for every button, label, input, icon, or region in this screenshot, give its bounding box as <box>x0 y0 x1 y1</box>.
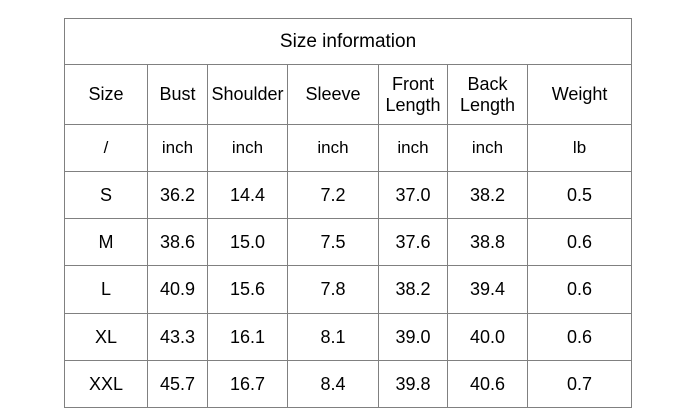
cell-shoulder: 15.6 <box>207 265 288 314</box>
cell-front-length: 37.6 <box>378 218 448 266</box>
table-title-row: Size information <box>63 18 633 65</box>
cell-back-length: 39.4 <box>447 265 528 314</box>
cell-weight: 0.6 <box>526 313 633 361</box>
cell-bust: 38.6 <box>147 218 208 266</box>
header-cell-size: Size <box>64 64 148 125</box>
cell-front-length: 39.8 <box>378 360 448 408</box>
cell-front-length: 38.2 <box>378 265 448 314</box>
cell-sleeve: 7.5 <box>287 218 379 266</box>
table-header-row: Size Bust Shoulder Sleeve Front Length B… <box>64 64 633 125</box>
table-row: XL 43.3 16.1 8.1 39.0 40.0 0.6 <box>64 313 633 361</box>
cell-size: L <box>64 265 148 314</box>
cell-size: S <box>64 171 148 219</box>
cell-back-length: 40.6 <box>447 360 528 408</box>
units-cell-size: / <box>64 124 148 172</box>
units-cell-shoulder: inch <box>207 124 288 172</box>
header-back-length-line1: Back <box>467 74 508 95</box>
cell-size: M <box>64 218 148 266</box>
cell-weight: 0.6 <box>526 265 633 314</box>
cell-front-length: 37.0 <box>378 171 448 219</box>
cell-size: XXL <box>64 360 148 408</box>
table-row: XXL 45.7 16.7 8.4 39.8 40.6 0.7 <box>64 360 633 408</box>
cell-sleeve: 7.2 <box>287 171 379 219</box>
cell-back-length: 40.0 <box>447 313 528 361</box>
units-cell-weight: lb <box>526 124 633 172</box>
size-information-table: Size information Size Bust Shoulder Slee… <box>63 18 633 408</box>
header-back-length-line2: Length <box>459 94 516 115</box>
cell-sleeve: 8.1 <box>287 313 379 361</box>
cell-bust: 45.7 <box>147 360 208 408</box>
cell-weight: 0.5 <box>526 171 633 219</box>
units-cell-sleeve: inch <box>287 124 379 172</box>
header-front-length-line2: Length <box>385 94 441 115</box>
cell-back-length: 38.8 <box>447 218 528 266</box>
cell-weight: 0.6 <box>526 218 633 266</box>
table-units-row: / inch inch inch inch inch lb <box>64 124 633 172</box>
header-front-length-line1: Front <box>391 74 434 95</box>
table-row: M 38.6 15.0 7.5 37.6 38.8 0.6 <box>64 218 633 266</box>
cell-weight: 0.7 <box>526 360 633 408</box>
units-cell-back-length: inch <box>447 124 528 172</box>
cell-sleeve: 7.8 <box>287 265 379 314</box>
header-cell-shoulder: Shoulder <box>207 64 288 125</box>
units-cell-bust: inch <box>147 124 208 172</box>
cell-bust: 43.3 <box>147 313 208 361</box>
header-cell-sleeve: Sleeve <box>287 64 379 125</box>
cell-shoulder: 14.4 <box>207 171 288 219</box>
header-cell-front-length: Front Length <box>378 64 448 125</box>
table-row: S 36.2 14.4 7.2 37.0 38.2 0.5 <box>64 171 633 219</box>
cell-shoulder: 16.1 <box>207 313 288 361</box>
header-cell-bust: Bust <box>147 64 208 125</box>
cell-bust: 40.9 <box>147 265 208 314</box>
cell-shoulder: 15.0 <box>207 218 288 266</box>
table-row: L 40.9 15.6 7.8 38.2 39.4 0.6 <box>64 265 633 314</box>
units-cell-front-length: inch <box>378 124 448 172</box>
cell-front-length: 39.0 <box>378 313 448 361</box>
cell-bust: 36.2 <box>147 171 208 219</box>
cell-size: XL <box>64 313 148 361</box>
header-cell-back-length: Back Length <box>447 64 528 125</box>
cell-shoulder: 16.7 <box>207 360 288 408</box>
cell-back-length: 38.2 <box>447 171 528 219</box>
cell-sleeve: 8.4 <box>287 360 379 408</box>
header-cell-weight: Weight <box>526 64 633 125</box>
table-title: Size information <box>63 18 633 65</box>
